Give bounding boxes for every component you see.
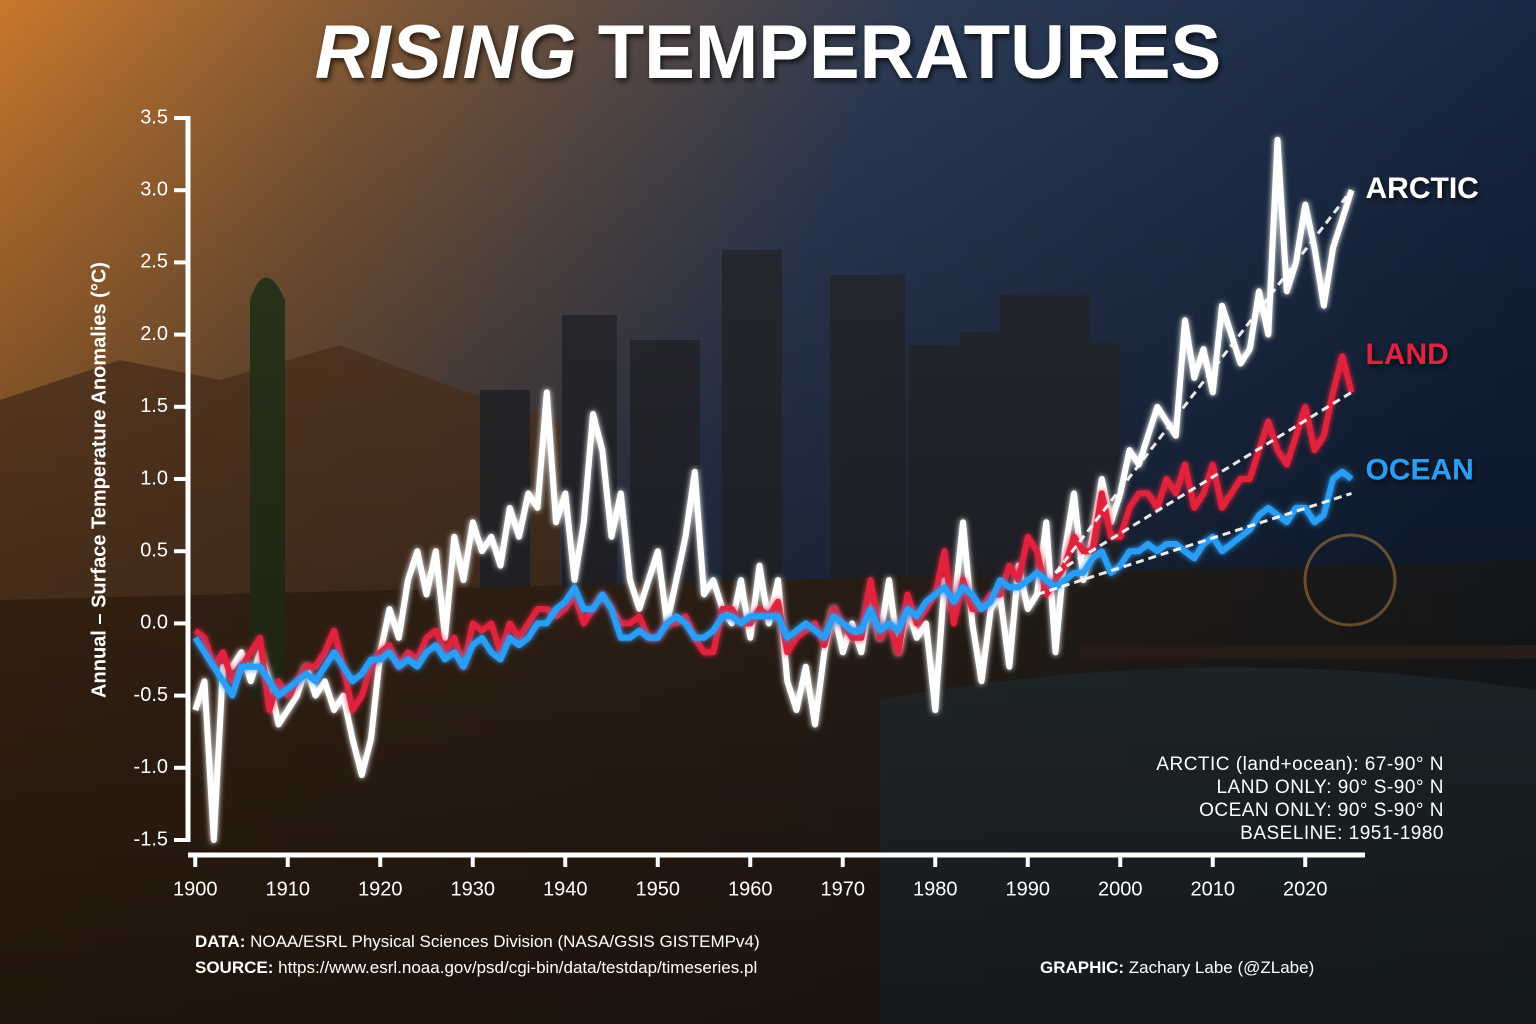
x-tick-label: 1990 xyxy=(1006,878,1051,900)
y-tick-label: 2.0 xyxy=(140,323,168,345)
y-tick-label: 1.0 xyxy=(140,467,168,489)
y-tick-label: -1.0 xyxy=(134,756,168,778)
y-axis-label: Annual – Surface Temperature Anomalies (… xyxy=(88,262,110,698)
series-label: ARCTIC xyxy=(1366,172,1479,205)
x-tick-label: 1910 xyxy=(266,878,311,900)
x-tick-label: 1900 xyxy=(173,878,218,900)
y-tick-label: 2.5 xyxy=(140,251,168,273)
plot: ARCTIC LAND OCEAN xyxy=(192,136,1479,843)
y-tick-label: 3.5 xyxy=(140,106,168,128)
x-tick-label: 2000 xyxy=(1098,878,1143,900)
y-tick-label: 0.0 xyxy=(140,612,168,634)
footer-data-label: DATA: xyxy=(195,932,245,951)
footer-graphic-label: GRAPHIC: xyxy=(1040,958,1124,977)
y-tick-label: -1.5 xyxy=(134,828,168,850)
x-tick-label: 1970 xyxy=(821,878,866,900)
title-italic: RISING xyxy=(315,10,577,95)
x-tick-label: 2020 xyxy=(1283,878,1328,900)
series-label: OCEAN xyxy=(1366,454,1474,487)
series-line xyxy=(192,136,1355,843)
note: ARCTIC (land+ocean): 67-90° N xyxy=(1156,754,1444,775)
trend-line xyxy=(1036,491,1352,596)
footer-source-label: SOURCE: xyxy=(195,958,273,977)
y-tick-label: 1.5 xyxy=(140,395,168,417)
series-line xyxy=(193,353,1355,713)
note: BASELINE: 1951-1980 xyxy=(1240,823,1444,844)
footer-source-text: https://www.esrl.noaa.gov/psd/cgi-bin/da… xyxy=(278,958,757,977)
x-tick-label: 1940 xyxy=(543,878,588,900)
x-tick-label: 1920 xyxy=(358,878,403,900)
note: LAND ONLY: 90° S-90° N xyxy=(1216,777,1444,798)
note: OCEAN ONLY: 90° S-90° N xyxy=(1199,800,1444,821)
axes: -1.5 -1.0 -0.5 0.0 0.5 1.0 1.5 2.0 2.5 3.0 3.5 1900… xyxy=(134,106,1365,900)
x-tick-label: 1930 xyxy=(451,878,496,900)
y-tick-label: -0.5 xyxy=(134,684,168,706)
footer: DATA: NOAA/ESRL Physical Sciences Divisi… xyxy=(195,932,1314,977)
footer-graphic-text: Zachary Labe (@ZLabe) xyxy=(1129,958,1314,977)
footer-source: SOURCE: https://www.esrl.noaa.gov/psd/cg… xyxy=(195,958,757,977)
x-tick-label: 2010 xyxy=(1191,878,1236,900)
x-tick-label: 1950 xyxy=(636,878,681,900)
x-tick-label: 1960 xyxy=(728,878,773,900)
trend-line xyxy=(1054,189,1353,574)
series-label: LAND xyxy=(1366,338,1449,371)
footer-data-text: NOAA/ESRL Physical Sciences Division (NA… xyxy=(250,932,760,951)
y-tick-label: 0.5 xyxy=(140,539,168,561)
title-rest: TEMPERATURES xyxy=(598,10,1222,95)
x-tick-label: 1980 xyxy=(913,878,958,900)
footer-data: DATA: NOAA/ESRL Physical Sciences Divisi… xyxy=(195,932,760,951)
chart-title: RISING TEMPERATURES xyxy=(315,10,1221,95)
y-tick-label: 3.0 xyxy=(140,178,168,200)
trend-line xyxy=(1054,391,1353,575)
footer-graphic: GRAPHIC: Zachary Labe (@ZLabe) xyxy=(1040,958,1314,977)
series-line xyxy=(192,468,1354,699)
